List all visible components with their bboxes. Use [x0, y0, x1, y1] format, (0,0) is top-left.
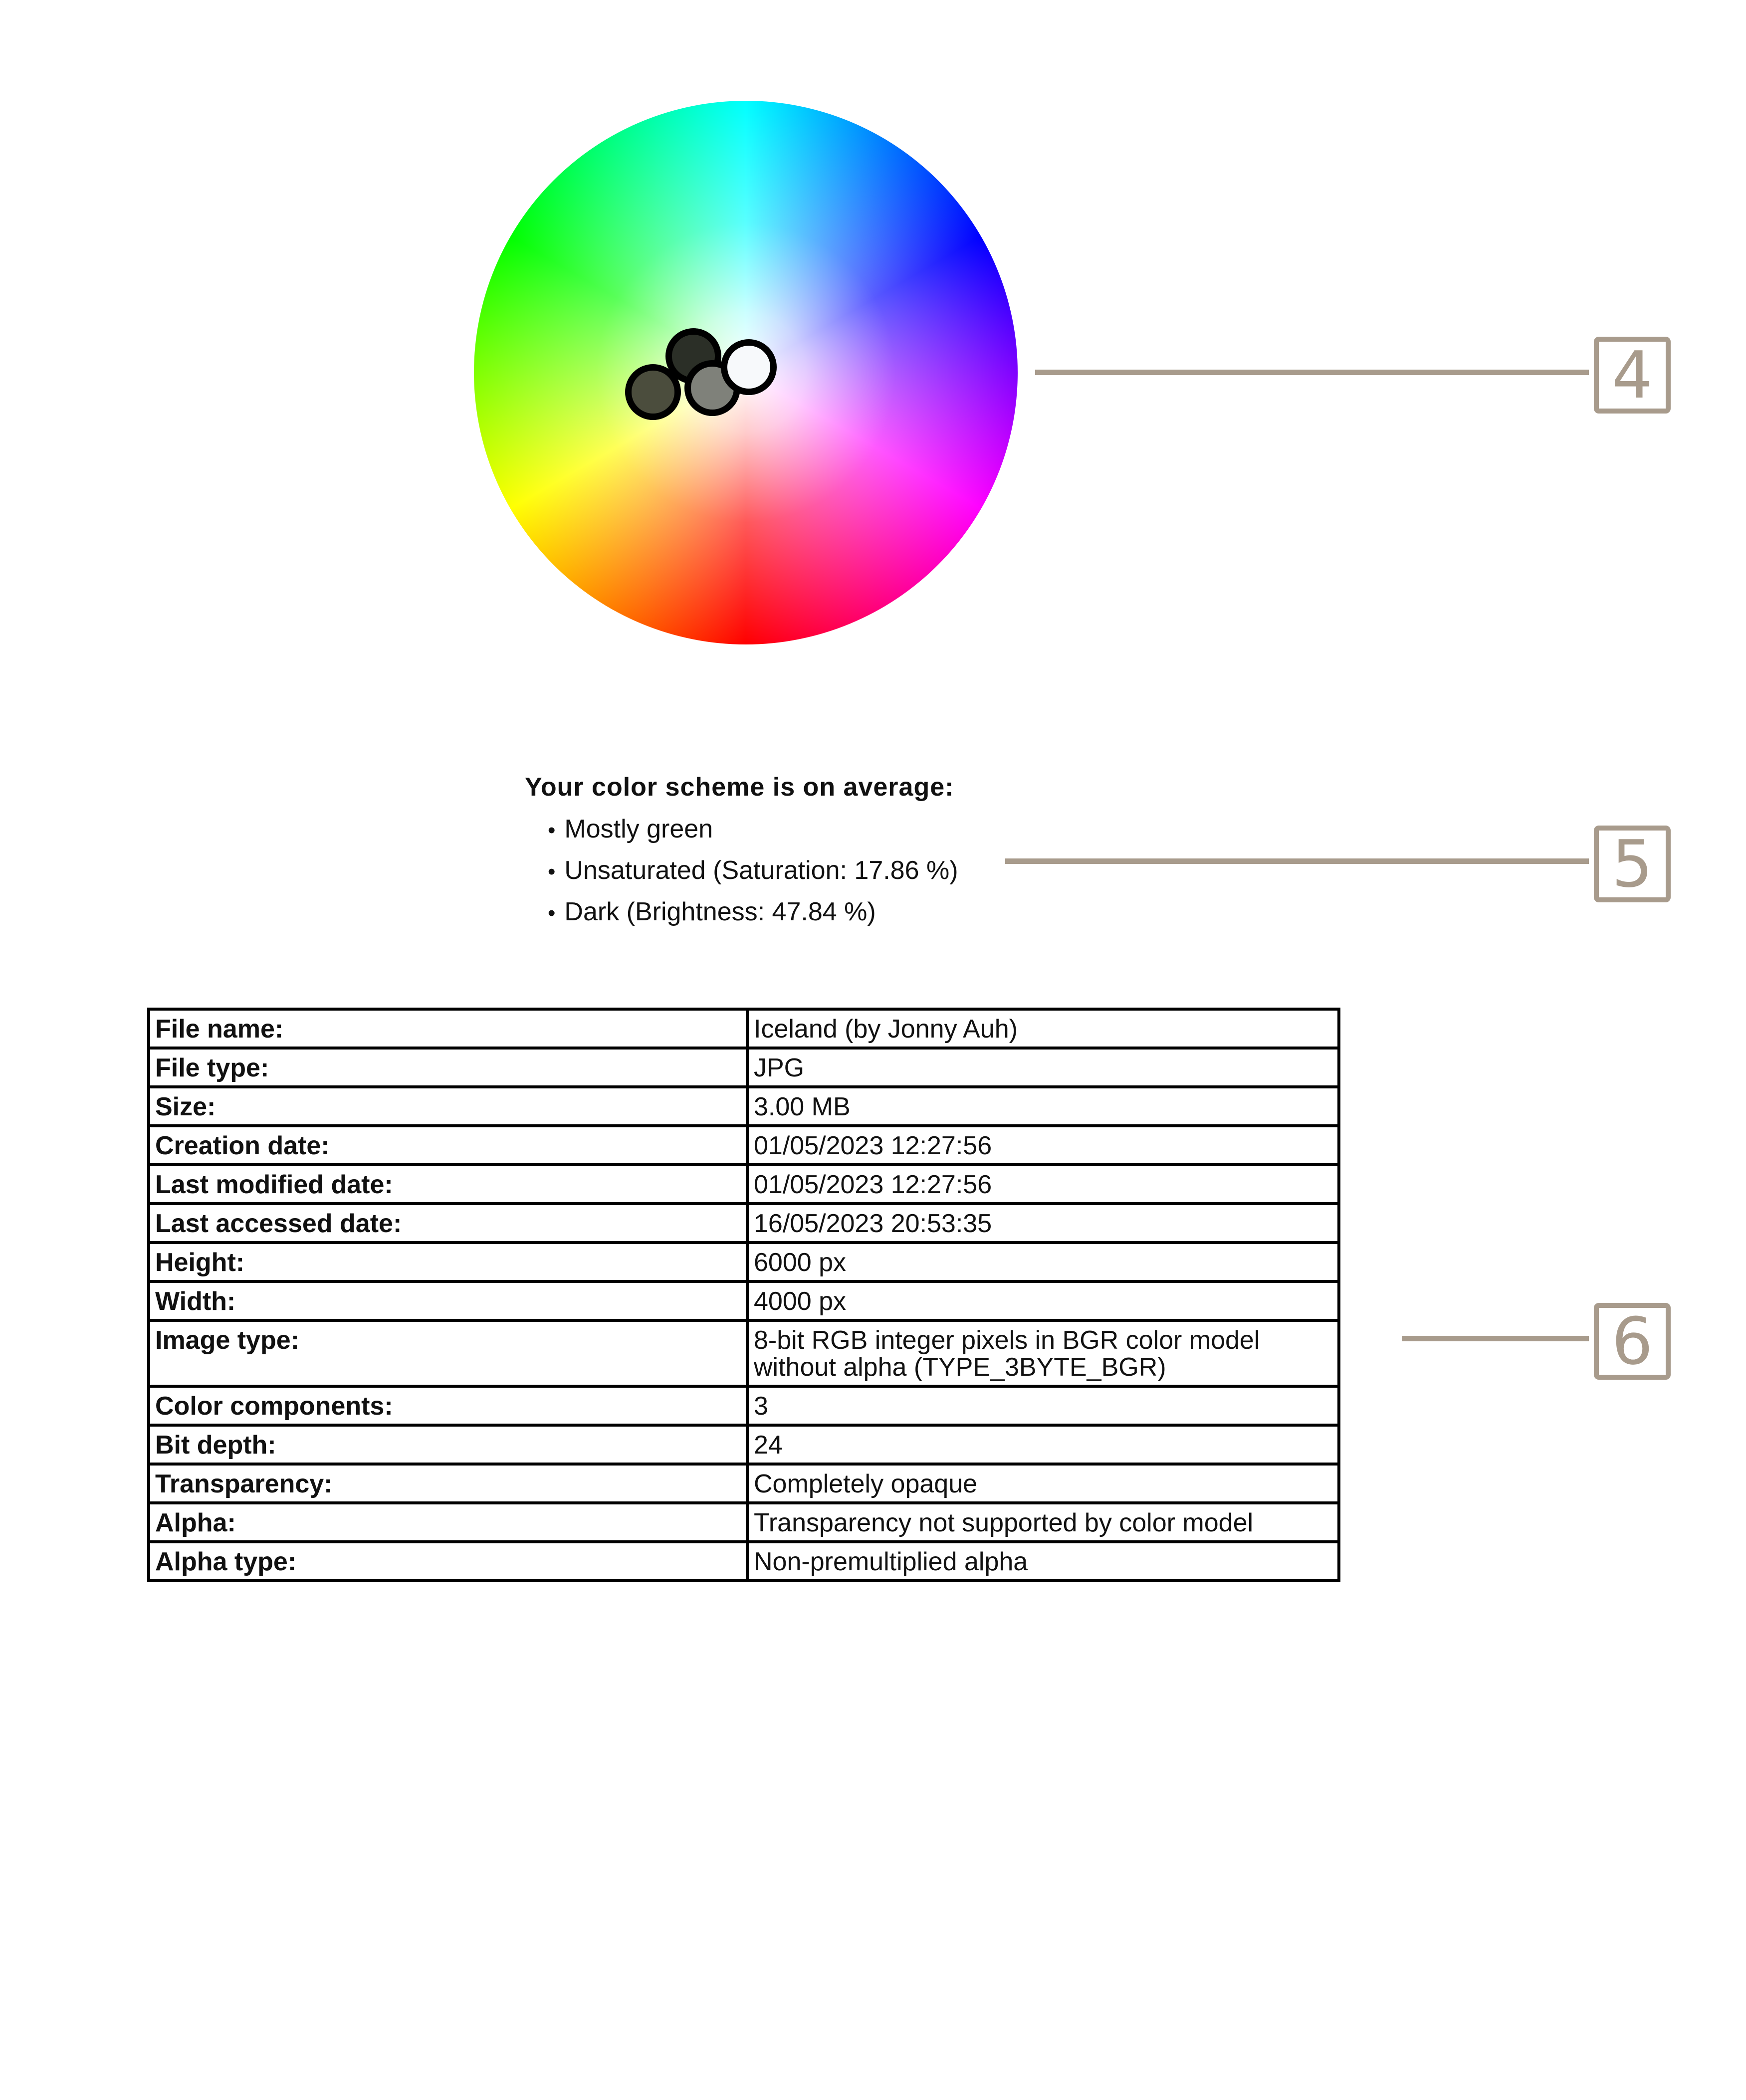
row-key: Alpha: — [147, 1501, 749, 1543]
row-value: 8-bit RGB integer pixels in BGR color mo… — [746, 1319, 1340, 1388]
color-swatch-white — [721, 339, 777, 395]
marker-4-label: 4 — [1594, 337, 1671, 414]
table-row: Color components: 3 — [147, 1385, 1340, 1427]
row-key: File type: — [147, 1047, 749, 1088]
table-row: File name: Iceland (by Jonny Auh) — [147, 1008, 1340, 1050]
table-row: Size: 3.00 MB — [147, 1085, 1340, 1127]
row-key: Bit depth: — [147, 1424, 749, 1466]
row-key: File name: — [147, 1008, 749, 1050]
row-value: 3.00 MB — [746, 1085, 1340, 1127]
summary-item-saturation: Unsaturated (Saturation: 17.86 %) — [548, 850, 958, 892]
table-row: File type: JPG — [147, 1047, 1340, 1088]
row-value: 01/05/2023 12:27:56 — [746, 1163, 1340, 1205]
table-row: Bit depth: 24 — [147, 1424, 1340, 1466]
table-row: Alpha: Transparency not supported by colo… — [147, 1501, 1340, 1543]
row-key: Creation date: — [147, 1124, 749, 1166]
summary-item-brightness: Dark (Brightness: 47.84 %) — [548, 892, 958, 933]
table-row: Alpha type: Non-premultiplied alpha — [147, 1540, 1340, 1582]
row-key: Alpha type: — [147, 1540, 749, 1582]
table-row: Height: 6000 px — [147, 1241, 1340, 1283]
row-value: Completely opaque — [746, 1463, 1340, 1504]
row-key: Size: — [147, 1085, 749, 1127]
table-row: Creation date: 01/05/2023 12:27:56 — [147, 1124, 1340, 1166]
file-info-table: File name: Iceland (by Jonny Auh) File ty… — [147, 1008, 1340, 1582]
color-wheel — [474, 101, 1018, 644]
color-summary: Your color scheme is on average: Mostly … — [525, 772, 958, 933]
color-swatch-olive — [625, 364, 681, 420]
row-key: Color components: — [147, 1385, 749, 1427]
summary-list: Mostly green Unsaturated (Saturation: 17… — [525, 809, 958, 933]
row-value: 4000 px — [746, 1280, 1340, 1322]
connector-line-summary — [1005, 858, 1589, 864]
row-key: Width: — [147, 1280, 749, 1322]
row-value: 6000 px — [746, 1241, 1340, 1283]
row-value: Iceland (by Jonny Auh) — [746, 1008, 1340, 1050]
row-key: Transparency: — [147, 1463, 749, 1504]
row-value: 16/05/2023 20:53:35 — [746, 1202, 1340, 1244]
marker-5-label: 5 — [1594, 826, 1671, 902]
row-key: Height: — [147, 1241, 749, 1283]
marker-6-label: 6 — [1594, 1303, 1671, 1380]
row-value: Transparency not supported by color mode… — [746, 1501, 1340, 1543]
table-row: Width: 4000 px — [147, 1280, 1340, 1322]
connector-line-table — [1402, 1336, 1589, 1341]
row-key: Image type: — [147, 1319, 749, 1388]
row-key: Last accessed date: — [147, 1202, 749, 1244]
connector-line-wheel — [1035, 370, 1589, 375]
row-value: 01/05/2023 12:27:56 — [746, 1124, 1340, 1166]
table-row: Last modified date: 01/05/2023 12:27:56 — [147, 1163, 1340, 1205]
table-row: Transparency: Completely opaque — [147, 1463, 1340, 1504]
summary-item-hue: Mostly green — [548, 809, 958, 850]
row-key: Last modified date: — [147, 1163, 749, 1205]
table-row: Image type: 8-bit RGB integer pixels in B… — [147, 1319, 1340, 1388]
summary-title: Your color scheme is on average: — [525, 773, 954, 802]
row-value: 3 — [746, 1385, 1340, 1427]
row-value: 24 — [746, 1424, 1340, 1466]
table-row: Last accessed date: 16/05/2023 20:53:35 — [147, 1202, 1340, 1244]
row-value: JPG — [746, 1047, 1340, 1088]
row-value: Non-premultiplied alpha — [746, 1540, 1340, 1582]
